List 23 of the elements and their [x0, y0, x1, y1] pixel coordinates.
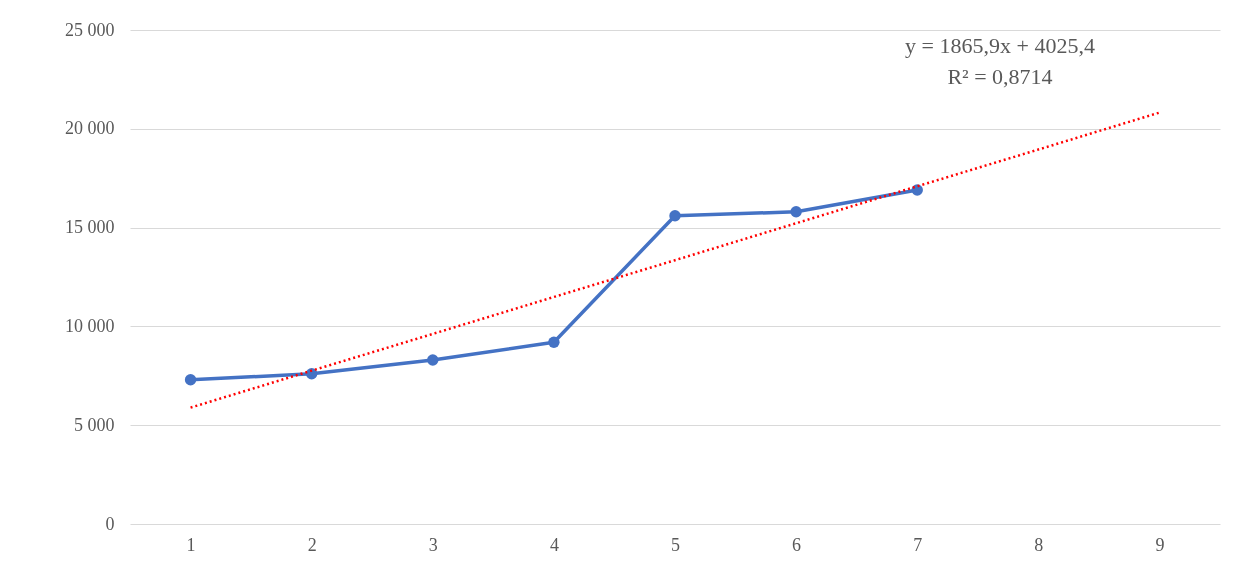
point — [548, 336, 560, 348]
y-tick-label: 20 000 — [65, 118, 115, 139]
x-tick-label: 4 — [549, 534, 559, 555]
line-series — [189, 111, 1161, 409]
point — [669, 210, 681, 222]
annotation: y = 1865,9x + 4025,4 — [905, 33, 1095, 58]
y-tick-label: 15 000 — [65, 217, 115, 238]
y-tick-label: 0 — [105, 513, 115, 534]
annotation: R² = 0,8714 — [947, 64, 1053, 89]
x-tick-label: 5 — [671, 534, 680, 555]
y-tick-label: 25 000 — [65, 19, 115, 40]
y-tick-label: 5 000 — [74, 414, 115, 435]
x-tick-label: 3 — [428, 534, 438, 555]
x-tick-label: 1 — [186, 534, 196, 555]
point — [790, 206, 802, 218]
x-tick-label: 6 — [792, 534, 802, 555]
x-tick-label: 2 — [307, 534, 317, 555]
x-tick-label: 7 — [913, 534, 923, 555]
point — [427, 354, 439, 366]
x-tick-label: 9 — [1155, 534, 1165, 555]
point — [184, 374, 197, 386]
y-tick-label: 10 000 — [65, 315, 115, 336]
x-tick-label: 8 — [1034, 534, 1044, 555]
